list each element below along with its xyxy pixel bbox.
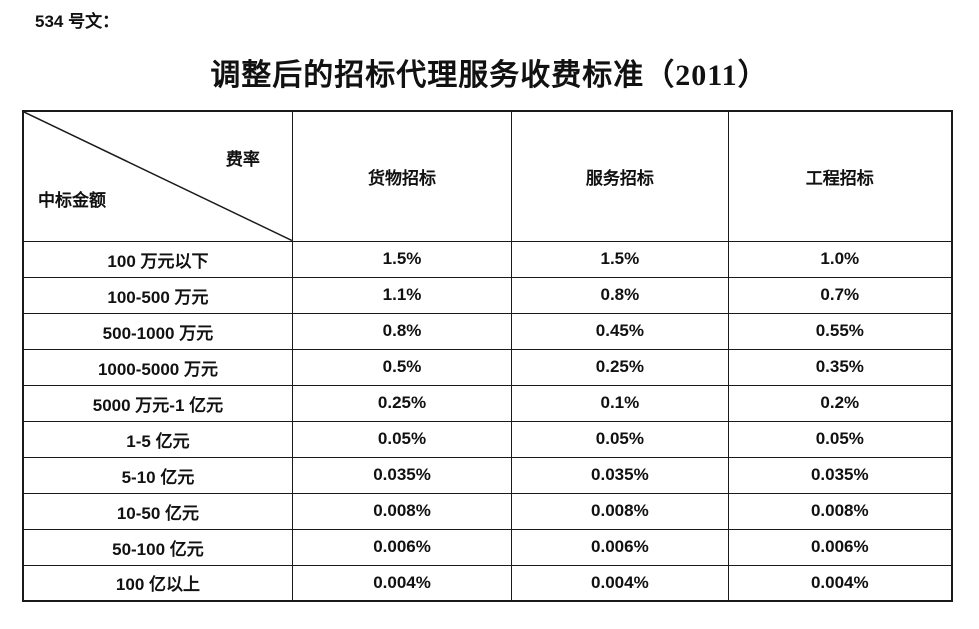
diagonal-divider-line xyxy=(24,112,292,241)
corner-header-cell: 费率 中标金额 xyxy=(22,110,293,242)
table-row: 50-100 亿元 0.006% 0.006% 0.006% xyxy=(22,528,953,566)
corner-label-rate: 费率 xyxy=(225,150,260,169)
rate-cell: 0.006% xyxy=(727,528,953,566)
rate-cell: 0.035% xyxy=(727,456,953,494)
rate-cell: 0.035% xyxy=(511,456,729,494)
rate-cell: 0.008% xyxy=(727,492,953,530)
rate-cell: 0.006% xyxy=(291,528,513,566)
rate-cell: 0.25% xyxy=(511,348,729,386)
rate-cell: 0.008% xyxy=(511,492,729,530)
row-label: 1-5 亿元 xyxy=(22,420,293,458)
row-label: 100-500 万元 xyxy=(22,276,293,314)
table-row: 100 亿以上 0.004% 0.004% 0.004% xyxy=(22,564,953,602)
rate-cell: 0.35% xyxy=(727,348,953,386)
table-row: 500-1000 万元 0.8% 0.45% 0.55% xyxy=(22,312,953,350)
doc-ref: 534 号文： xyxy=(35,12,120,31)
rate-cell: 0.035% xyxy=(291,456,513,494)
rate-cell: 0.8% xyxy=(511,276,729,314)
row-label: 100 亿以上 xyxy=(22,564,293,602)
rate-cell: 0.2% xyxy=(727,384,953,422)
rate-cell: 0.004% xyxy=(727,564,953,602)
rate-cell: 0.55% xyxy=(727,312,953,350)
row-label: 5-10 亿元 xyxy=(22,456,293,494)
column-header-goods: 货物招标 xyxy=(291,110,513,242)
table-row: 100-500 万元 1.1% 0.8% 0.7% xyxy=(22,276,953,314)
rate-cell: 0.05% xyxy=(291,420,513,458)
rate-cell: 0.008% xyxy=(291,492,513,530)
row-label: 50-100 亿元 xyxy=(22,528,293,566)
row-label: 100 万元以下 xyxy=(22,240,293,278)
rate-cell: 0.004% xyxy=(291,564,513,602)
row-label: 5000 万元-1 亿元 xyxy=(22,384,293,422)
corner-label-amount: 中标金额 xyxy=(38,191,106,210)
rate-cell: 0.25% xyxy=(291,384,513,422)
rate-cell: 1.1% xyxy=(291,276,513,314)
rate-cell: 0.8% xyxy=(291,312,513,350)
rate-cell: 0.45% xyxy=(511,312,729,350)
rate-cell: 0.05% xyxy=(511,420,729,458)
rate-cell: 0.006% xyxy=(511,528,729,566)
rate-cell: 1.5% xyxy=(291,240,513,278)
rate-cell: 0.1% xyxy=(511,384,729,422)
rate-cell: 0.5% xyxy=(291,348,513,386)
row-label: 10-50 亿元 xyxy=(22,492,293,530)
page-title: 调整后的招标代理服务收费标准（2011） xyxy=(210,59,769,92)
table-row: 10-50 亿元 0.008% 0.008% 0.008% xyxy=(22,492,953,530)
table-row: 5000 万元-1 亿元 0.25% 0.1% 0.2% xyxy=(22,384,953,422)
table-row: 1-5 亿元 0.05% 0.05% 0.05% xyxy=(22,420,953,458)
column-header-service: 服务招标 xyxy=(511,110,729,242)
table-row: 100 万元以下 1.5% 1.5% 1.0% xyxy=(22,240,953,278)
rate-cell: 0.004% xyxy=(511,564,729,602)
table-row: 5-10 亿元 0.035% 0.035% 0.035% xyxy=(22,456,953,494)
row-label: 1000-5000 万元 xyxy=(22,348,293,386)
header-row: 费率 中标金额 货物招标 服务招标 工程招标 xyxy=(22,110,953,242)
table-row: 1000-5000 万元 0.5% 0.25% 0.35% xyxy=(22,348,953,386)
rate-cell: 0.7% xyxy=(727,276,953,314)
rate-cell: 1.0% xyxy=(727,240,953,278)
column-header-engineering: 工程招标 xyxy=(727,110,953,242)
row-label: 500-1000 万元 xyxy=(22,312,293,350)
fee-rate-table: 费率 中标金额 货物招标 服务招标 工程招标 100 万元以下 1.5% 1.5… xyxy=(22,110,953,602)
rate-cell: 0.05% xyxy=(727,420,953,458)
rate-cell: 1.5% xyxy=(511,240,729,278)
